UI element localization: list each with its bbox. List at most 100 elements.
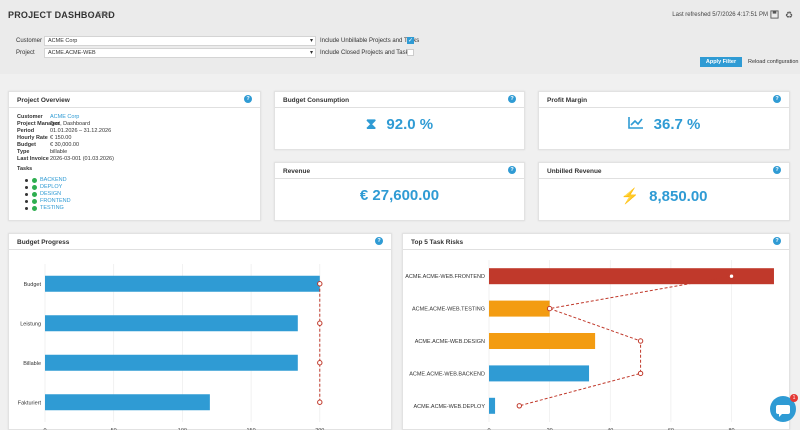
chat-bubble-icon bbox=[776, 405, 790, 417]
overview-row: Type billable bbox=[17, 149, 114, 156]
last-refreshed: Last refreshed 5/7/2026 4:17:51 PM bbox=[672, 12, 768, 18]
apply-filter-button[interactable]: Apply Filter bbox=[700, 57, 742, 67]
customer-select[interactable]: ACME Corp ▾ bbox=[44, 36, 316, 46]
tasks-label: Tasks bbox=[17, 166, 33, 172]
project-overview-card: Project Overview ? Customer ACME Corp Pro… bbox=[8, 91, 261, 221]
overview-key: Last Invoice bbox=[17, 156, 49, 162]
bar bbox=[45, 275, 320, 292]
overview-key: Budget bbox=[17, 142, 36, 148]
budget-consumption-card: Budget Consumption ? ⧗ 92.0 % bbox=[274, 91, 525, 150]
chat-button[interactable]: 1 bbox=[770, 394, 798, 422]
y-category-label: Leistung bbox=[20, 321, 41, 327]
status-dot-icon bbox=[32, 206, 37, 211]
help-icon[interactable]: ? bbox=[375, 237, 383, 245]
marker-point bbox=[317, 399, 323, 405]
x-tick-label: 20 bbox=[547, 428, 553, 430]
card-title: Budget Progress bbox=[9, 234, 391, 250]
task-item[interactable]: TESTING bbox=[25, 205, 71, 212]
overview-value: 01.01.2026 – 31.12.2026 bbox=[50, 128, 112, 134]
line-chart-glyph bbox=[627, 117, 643, 129]
project-label: Project bbox=[16, 50, 35, 56]
help-icon[interactable]: ? bbox=[773, 166, 781, 174]
status-dot-icon bbox=[32, 185, 37, 190]
y-category-label: Billable bbox=[23, 361, 41, 367]
unbilled-revenue-value: 8,850.00 bbox=[649, 188, 708, 205]
overview-row: Budget € 30,000.00 bbox=[17, 142, 114, 149]
task-item[interactable]: DEPLOY bbox=[25, 184, 71, 191]
card-title: Revenue bbox=[275, 163, 524, 179]
line-chart-icon bbox=[627, 116, 644, 133]
y-category-label: ACME.ACME-WEB.DEPLOY bbox=[413, 404, 485, 410]
help-icon[interactable]: ? bbox=[508, 166, 516, 174]
bar bbox=[45, 315, 298, 332]
bar bbox=[489, 397, 496, 414]
task-item[interactable]: BACKEND bbox=[25, 177, 71, 184]
task-risks-chart: 0 20 40 60 80 ACME.ACME-WEB.FRONTEND ACME.ACME… bbox=[405, 260, 774, 430]
x-tick-label: 40 bbox=[607, 428, 613, 430]
task-item[interactable]: DESIGN bbox=[25, 191, 71, 198]
kpi-value: ⚡ 8,850.00 bbox=[539, 187, 789, 205]
profit-margin-value: 36.7 % bbox=[653, 116, 701, 133]
save-icon-glyph bbox=[770, 10, 779, 19]
bolt-icon: ⚡ bbox=[620, 188, 640, 205]
budget-progress-chart: 0 50 100 150 200 Budget Leistung Billable Faktur… bbox=[18, 264, 324, 430]
marker-point bbox=[317, 281, 323, 287]
overview-value: billable bbox=[50, 149, 68, 155]
unbillable-label: Include Unbillable Projects and Tasks bbox=[320, 38, 420, 44]
unbillable-checkbox[interactable]: ✓ bbox=[407, 37, 414, 44]
bar bbox=[489, 300, 550, 317]
x-tick-label: 60 bbox=[668, 428, 674, 430]
x-tick-label: 0 bbox=[43, 428, 46, 430]
filter-toggle[interactable]: ⌄ Filter bbox=[90, 12, 111, 18]
page-title: PROJECT DASHBOARD bbox=[8, 10, 115, 20]
customer-label: Customer bbox=[16, 38, 43, 44]
kpi-value: 36.7 % bbox=[539, 116, 789, 133]
overview-key: Period bbox=[17, 128, 35, 134]
help-icon[interactable]: ? bbox=[773, 237, 781, 245]
task-label: FRONTEND bbox=[40, 198, 71, 204]
bar bbox=[45, 394, 210, 411]
status-dot-icon bbox=[32, 178, 37, 183]
marker-point bbox=[516, 403, 523, 409]
budget-progress-card: Budget Progress ? 0 50 100 150 200 Budget Leis… bbox=[8, 233, 392, 430]
chat-badge: 1 bbox=[790, 394, 798, 402]
status-dot-icon bbox=[32, 192, 37, 197]
closed-label: Include Closed Projects and Tasks bbox=[320, 50, 412, 56]
task-item[interactable]: FRONTEND bbox=[25, 198, 71, 205]
help-icon[interactable]: ? bbox=[508, 95, 516, 103]
bar bbox=[489, 365, 590, 382]
card-title: Unbilled Revenue bbox=[539, 163, 789, 179]
x-tick-label: 200 bbox=[315, 428, 324, 430]
marker-point bbox=[637, 338, 644, 344]
x-tick-label: 100 bbox=[178, 428, 187, 430]
overview-key: Customer bbox=[17, 114, 43, 120]
overview-row: Customer ACME Corp bbox=[17, 114, 114, 121]
marker-point bbox=[728, 273, 735, 279]
project-select[interactable]: ACME.ACME-WEB ▾ bbox=[44, 48, 316, 58]
overview-row: Project Manager Test, Dashboard bbox=[17, 121, 114, 128]
bar bbox=[45, 354, 298, 371]
y-category-label: Budget bbox=[24, 282, 42, 288]
task-label: DEPLOY bbox=[40, 184, 63, 190]
overview-row: Period 01.01.2026 – 31.12.2026 bbox=[17, 128, 114, 135]
x-tick-label: 80 bbox=[728, 428, 734, 430]
reload-configuration-link[interactable]: Reload configuration bbox=[748, 59, 799, 65]
recycle-icon[interactable]: ♻ bbox=[785, 10, 794, 20]
customer-link[interactable]: ACME Corp bbox=[50, 114, 80, 120]
revenue-card: Revenue ? € 27,600.00 bbox=[274, 162, 525, 221]
overview-row: Hourly Rate € 150.00 bbox=[17, 135, 114, 142]
overview-value: € 30,000.00 bbox=[50, 142, 80, 148]
project-select-value: ACME.ACME-WEB bbox=[48, 50, 96, 56]
profit-margin-card: Profit Margin ? 36.7 % bbox=[538, 91, 790, 150]
marker-point bbox=[546, 305, 553, 312]
bar bbox=[489, 268, 774, 285]
task-label: DESIGN bbox=[40, 191, 62, 197]
overview-key: Project Manager bbox=[17, 121, 60, 127]
save-icon[interactable] bbox=[770, 10, 779, 21]
help-icon[interactable]: ? bbox=[773, 95, 781, 103]
help-icon[interactable]: ? bbox=[244, 95, 252, 103]
overview-key: Hourly Rate bbox=[17, 135, 48, 141]
overview-value: Test, Dashboard bbox=[50, 121, 91, 127]
x-tick-label: 150 bbox=[246, 428, 255, 430]
closed-checkbox[interactable] bbox=[407, 49, 414, 56]
